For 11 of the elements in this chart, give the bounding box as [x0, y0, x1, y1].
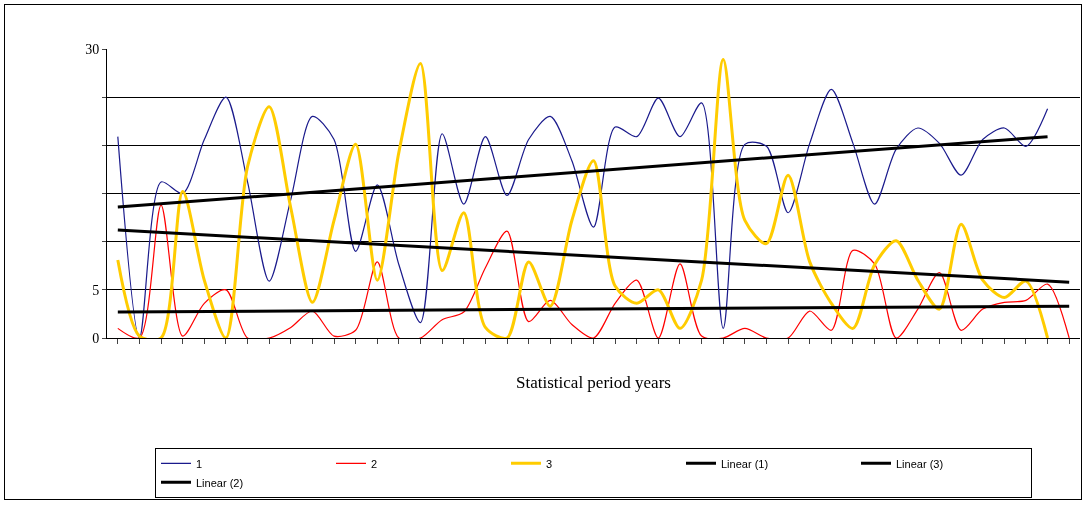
- y-tick-label: 5: [92, 282, 100, 298]
- legend-label: 2: [371, 457, 378, 470]
- legend-label: Linear (1): [721, 457, 769, 470]
- legend-label: Linear (2): [196, 476, 244, 489]
- y-tick-label: 0: [92, 330, 100, 346]
- y-tick-label: 30: [85, 41, 100, 57]
- legend-label: 3: [546, 457, 553, 470]
- line-series: [117, 204, 1070, 338]
- x-axis-title: Statistical period years: [516, 373, 671, 393]
- legend-label: Linear (3): [896, 457, 944, 470]
- legend-label: 1: [196, 457, 203, 470]
